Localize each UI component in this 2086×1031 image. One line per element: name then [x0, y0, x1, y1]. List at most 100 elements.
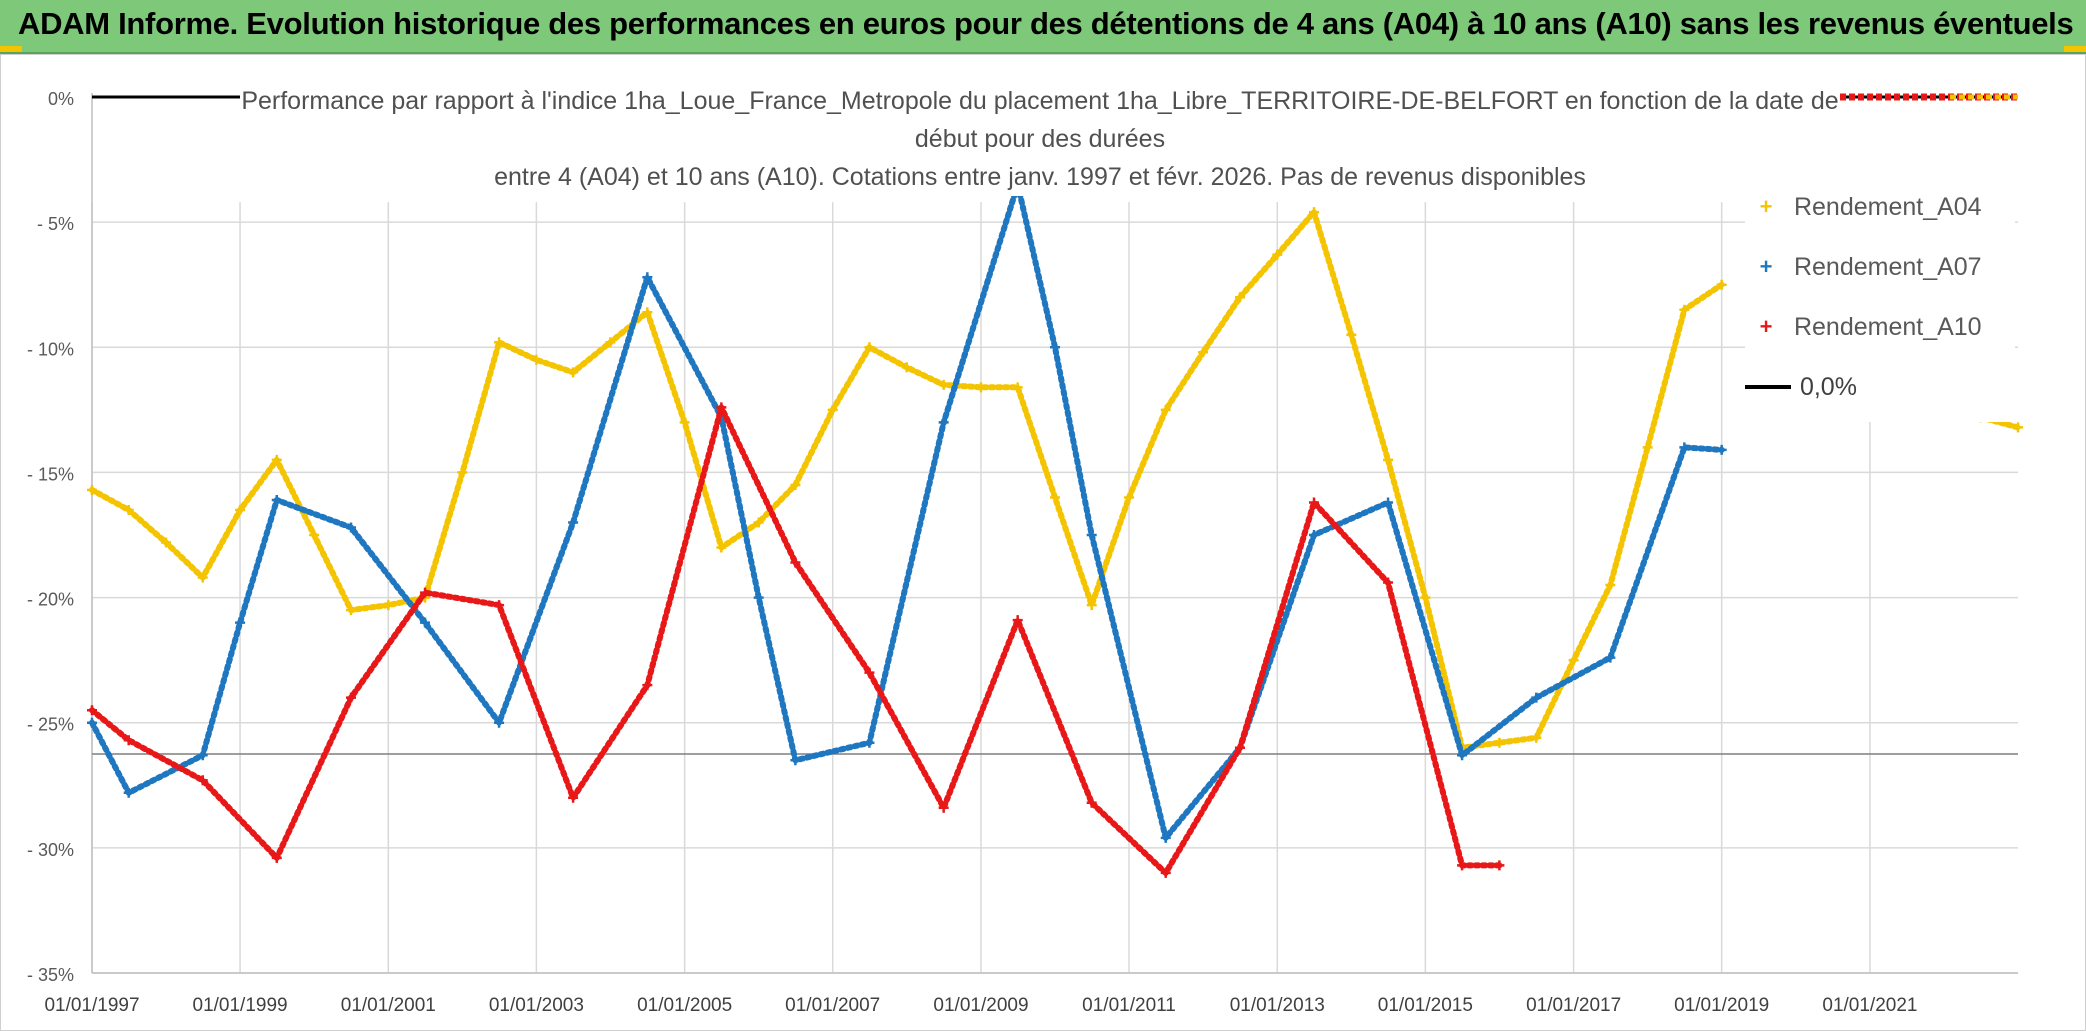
data-point-rendement-a10 — [1012, 615, 1023, 626]
data-point-rendement-a07 — [87, 717, 97, 728]
data-point-rendement-a04 — [716, 542, 727, 553]
data-point-rendement-a04 — [642, 307, 653, 318]
x-tick-label: 01/01/2003 — [489, 995, 584, 1016]
data-point-rendement-a10 — [494, 600, 505, 611]
x-tick-label: 01/01/2015 — [1378, 995, 1473, 1016]
legend-label-a07: Rendement_A07 — [1793, 252, 1982, 281]
data-point-rendement-a04 — [1494, 737, 1505, 748]
y-tick-label: - 5% — [37, 214, 74, 234]
data-point-rendement-a04 — [1086, 600, 1097, 611]
data-point-rendement-a04 — [1160, 404, 1171, 415]
data-point-rendement-a10 — [1160, 867, 1171, 878]
data-point-rendement-a10 — [346, 692, 357, 703]
data-point-rendement-a04 — [87, 484, 97, 495]
data-point-rendement-a04 — [235, 504, 246, 515]
data-point-rendement-a04 — [271, 454, 282, 465]
data-point-rendement-a10 — [420, 587, 431, 598]
data-point-rendement-a04 — [1568, 655, 1579, 666]
x-tick-label: 01/01/2001 — [341, 995, 436, 1016]
data-point-rendement-a04 — [494, 337, 505, 348]
legend-item-zero: 0,0% — [1745, 372, 1857, 412]
x-tick-label: 01/01/1999 — [193, 995, 288, 1016]
data-point-rendement-a07 — [235, 617, 246, 628]
x-tick-label: 01/01/2013 — [1230, 995, 1325, 1016]
data-point-rendement-a04 — [1531, 732, 1542, 743]
data-point-rendement-a10 — [271, 852, 282, 863]
data-point-rendement-a04 — [1346, 329, 1357, 340]
data-point-rendement-a10 — [568, 792, 579, 803]
x-tick-label: 01/01/2017 — [1526, 995, 1621, 1016]
x-tick-label: 01/01/2011 — [1082, 995, 1176, 1016]
report-title: ADAM Informe. Evolution historique des p… — [18, 6, 2074, 41]
data-point-rendement-a04 — [864, 342, 875, 353]
legend-marker-a04: + — [1759, 194, 1773, 219]
series-line-rendement-a10 — [91, 403, 1500, 876]
data-point-rendement-a10 — [716, 402, 727, 413]
legend-marker-a10: + — [1759, 314, 1773, 339]
data-point-rendement-a04 — [1124, 492, 1135, 503]
x-tick-label: 01/01/2019 — [1674, 995, 1769, 1016]
x-tick-label: 01/01/2007 — [785, 995, 880, 1016]
data-point-rendement-a07 — [568, 517, 579, 528]
y-tick-label: - 25% — [27, 715, 74, 735]
legend-label-a10: Rendement_A10 — [1793, 312, 1982, 341]
data-point-rendement-a04 — [1272, 249, 1283, 260]
legend-marker-a07: + — [1759, 254, 1773, 279]
data-point-rendement-a07 — [642, 272, 653, 283]
data-point-rendement-a04 — [1198, 347, 1209, 358]
x-tick-label: 01/01/2021 — [1822, 995, 1917, 1016]
data-point-rendement-a10 — [1309, 497, 1319, 508]
data-point-rendement-a10 — [123, 735, 134, 746]
data-point-rendement-a04 — [605, 337, 616, 348]
data-point-rendement-a04 — [568, 367, 579, 378]
title-banner: ADAM Informe. Evolution historique des p… — [0, 0, 2086, 54]
data-point-rendement-a07 — [1086, 530, 1097, 540]
data-point-rendement-a07 — [420, 617, 431, 628]
data-point-rendement-a07 — [1457, 750, 1468, 761]
data-point-rendement-a10 — [197, 775, 208, 786]
data-point-rendement-a04 — [1012, 382, 1023, 393]
legend-item-a10: + Rendement_A10 — [1745, 312, 1982, 352]
data-point-rendement-a04 — [1679, 304, 1690, 315]
data-point-rendement-a04 — [161, 537, 172, 548]
x-tick-label: 01/01/2005 — [637, 995, 732, 1016]
data-point-rendement-a04 — [938, 379, 949, 390]
data-point-rendement-a07 — [1716, 444, 1727, 455]
chart-legend: + Rendement_A04 + Rendement_A07 + Rendem… — [1745, 182, 2015, 422]
data-point-rendement-a04 — [1605, 580, 1616, 591]
y-tick-label: - 15% — [27, 464, 74, 484]
y-tick-label: - 10% — [27, 339, 74, 359]
data-point-rendement-a04 — [1309, 207, 1319, 218]
banner-corner-right — [2064, 46, 2086, 52]
data-point-rendement-a04 — [346, 605, 357, 616]
data-point-rendement-a04 — [975, 382, 986, 393]
data-point-rendement-a07 — [197, 750, 208, 761]
chart-title: Performance par rapport à l'indice 1ha_L… — [240, 82, 1840, 196]
data-point-rendement-a10 — [1086, 797, 1097, 808]
data-point-rendement-a10 — [864, 667, 875, 678]
data-point-rendement-a04 — [531, 354, 542, 365]
data-point-rendement-a04 — [901, 362, 912, 373]
data-point-rendement-a10 — [938, 802, 949, 813]
data-point-rendement-a07 — [790, 755, 801, 766]
data-point-rendement-a04 — [790, 479, 801, 490]
data-point-rendement-a07 — [123, 787, 134, 798]
data-point-rendement-a07 — [271, 494, 282, 505]
data-point-rendement-a04 — [383, 600, 394, 611]
data-point-rendement-a10 — [790, 557, 801, 568]
data-point-rendement-a07 — [346, 522, 357, 533]
data-point-rendement-a07 — [1050, 342, 1060, 353]
data-point-rendement-a10 — [1494, 860, 1505, 871]
chart-title-line-2: entre 4 (A04) et 10 ans (A10). Cotations… — [494, 163, 1586, 191]
data-point-rendement-a04 — [197, 572, 208, 583]
y-tick-label: - 20% — [27, 590, 74, 610]
data-point-rendement-a07 — [1531, 692, 1542, 703]
data-point-rendement-a04 — [123, 504, 134, 515]
legend-item-a07: + Rendement_A07 — [1745, 252, 1982, 292]
data-point-rendement-a04 — [1642, 442, 1653, 453]
data-point-rendement-a04 — [1383, 454, 1394, 465]
data-point-rendement-a04 — [457, 467, 468, 478]
legend-label-a04: Rendement_A04 — [1793, 192, 1982, 221]
data-point-rendement-a07 — [938, 417, 949, 428]
data-point-rendement-a10 — [1234, 742, 1245, 753]
